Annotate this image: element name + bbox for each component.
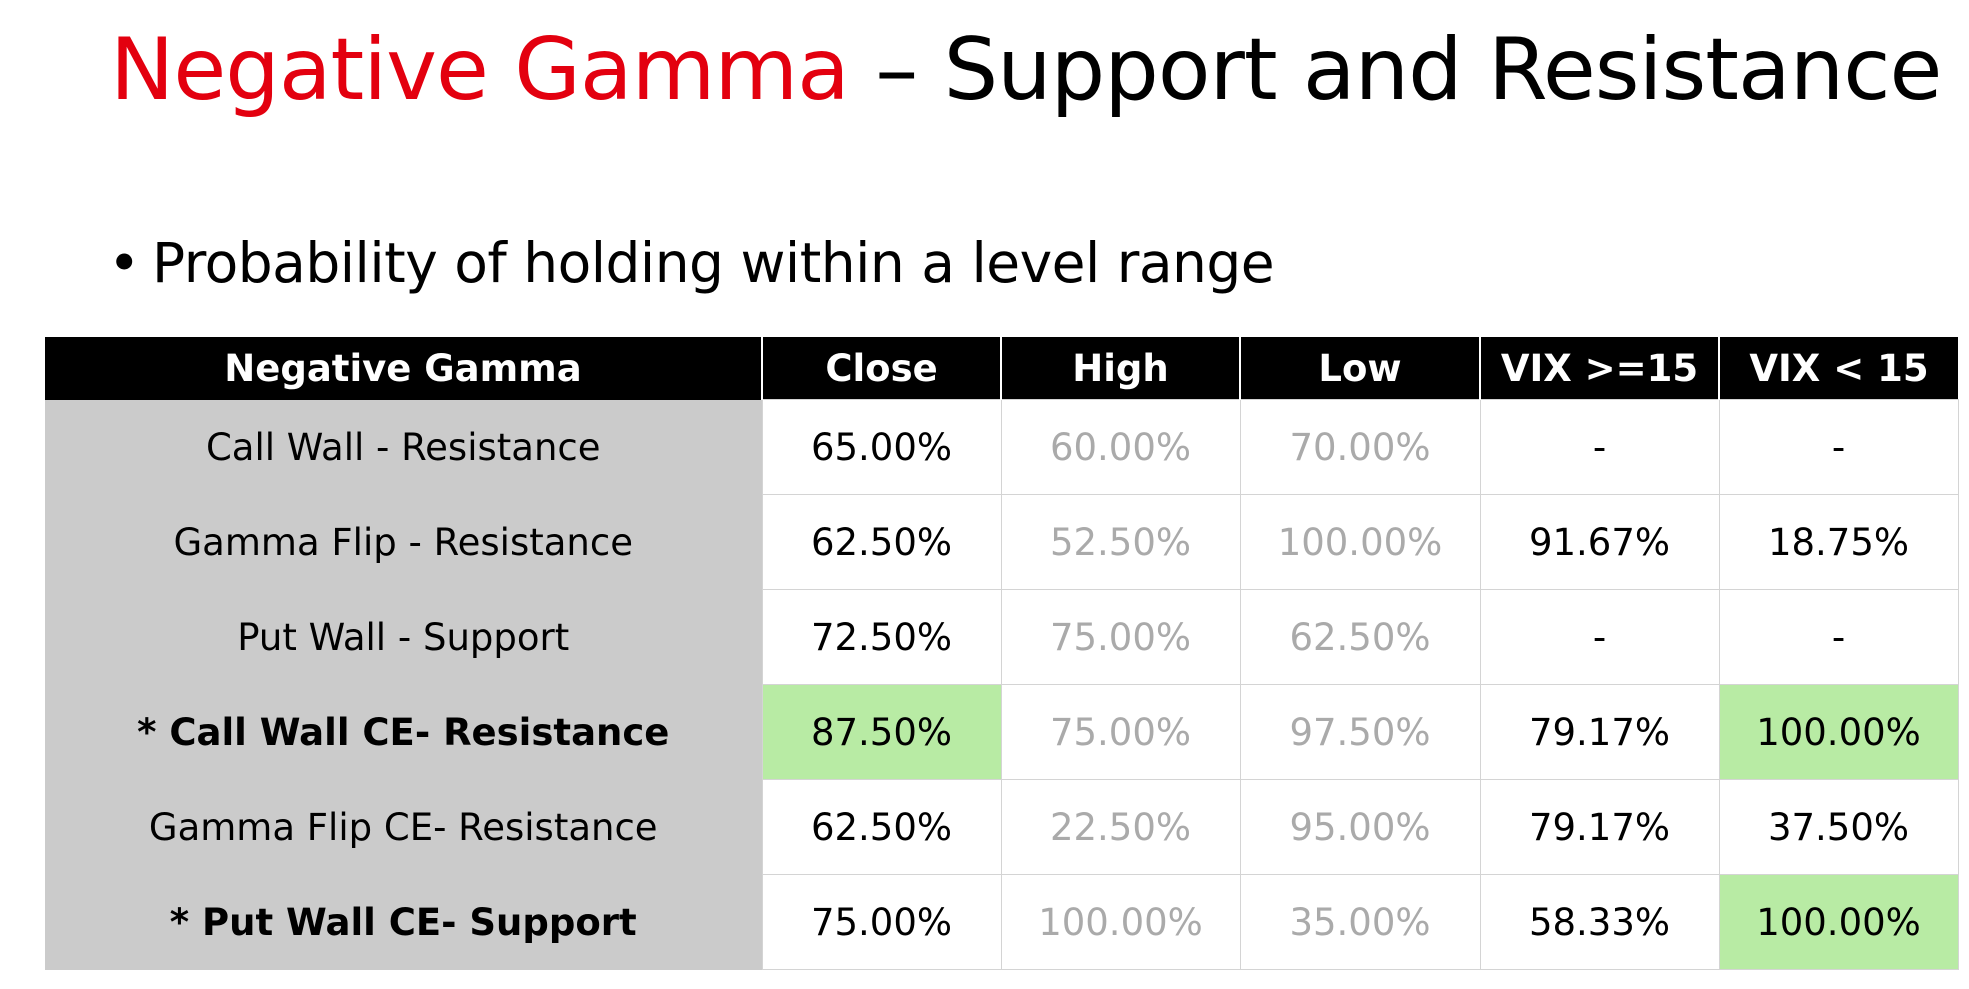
- slide-title: Negative Gamma – Support and Resistance: [110, 20, 1942, 120]
- row-label: Call Wall - Resistance: [45, 399, 762, 495]
- cell-low: 95.00%: [1239, 779, 1481, 875]
- row-label: Gamma Flip - Resistance: [45, 494, 762, 590]
- cell-low: 62.50%: [1239, 589, 1481, 685]
- bullet-icon: •: [108, 231, 140, 295]
- table-header-row: Negative Gamma Close High Low VIX >=15 V…: [45, 337, 1958, 400]
- header-negative-gamma: Negative Gamma: [45, 337, 762, 400]
- cell-vix-ge-15: 58.33%: [1479, 874, 1720, 970]
- cell-low: 35.00%: [1239, 874, 1481, 970]
- table-row: Gamma Flip CE- Resistance 62.50% 22.50% …: [45, 779, 1959, 875]
- bullet-point: • Probability of holding within a level r…: [108, 228, 1275, 298]
- cell-high: 75.00%: [1000, 684, 1241, 780]
- title-accent: Negative Gamma: [110, 20, 850, 120]
- row-label: * Call Wall CE- Resistance: [45, 684, 762, 780]
- table-row: * Put Wall CE- Support 75.00% 100.00% 35…: [45, 874, 1959, 970]
- cell-vix-ge-15: 79.17%: [1479, 684, 1720, 780]
- header-vix-lt-15: VIX < 15: [1718, 337, 1958, 400]
- cell-close: 75.00%: [761, 874, 1002, 970]
- header-vix-ge-15: VIX >=15: [1479, 337, 1719, 400]
- bullet-text: Probability of holding within a level ra…: [152, 231, 1275, 295]
- title-rest: – Support and Resistance: [848, 20, 1942, 120]
- cell-low: 100.00%: [1239, 494, 1481, 590]
- cell-close: 62.50%: [761, 494, 1002, 590]
- cell-close: 65.00%: [761, 399, 1002, 495]
- cell-high: 52.50%: [1000, 494, 1241, 590]
- cell-vix-ge-15: 79.17%: [1479, 779, 1720, 875]
- cell-high: 75.00%: [1000, 589, 1241, 685]
- cell-vix-ge-15: 91.67%: [1479, 494, 1720, 590]
- header-low: Low: [1239, 337, 1480, 400]
- probability-table: Negative Gamma Close High Low VIX >=15 V…: [45, 337, 1959, 970]
- row-label: Put Wall - Support: [45, 589, 762, 685]
- row-label: Gamma Flip CE- Resistance: [45, 779, 762, 875]
- cell-high: 60.00%: [1000, 399, 1241, 495]
- cell-vix-lt-15: -: [1718, 399, 1959, 495]
- header-high: High: [1000, 337, 1240, 400]
- header-close: Close: [761, 337, 1001, 400]
- table-row: Call Wall - Resistance 65.00% 60.00% 70.…: [45, 399, 1959, 495]
- cell-close: 62.50%: [761, 779, 1002, 875]
- cell-low: 70.00%: [1239, 399, 1481, 495]
- table-row: * Call Wall CE- Resistance 87.50% 75.00%…: [45, 684, 1959, 780]
- cell-close: 72.50%: [761, 589, 1002, 685]
- cell-high: 22.50%: [1000, 779, 1241, 875]
- cell-vix-ge-15: -: [1479, 399, 1720, 495]
- row-label: * Put Wall CE- Support: [45, 874, 762, 970]
- cell-vix-lt-15: 37.50%: [1718, 779, 1959, 875]
- cell-close: 87.50%: [761, 684, 1002, 780]
- cell-vix-ge-15: -: [1479, 589, 1720, 685]
- cell-high: 100.00%: [1000, 874, 1241, 970]
- cell-vix-lt-15: 100.00%: [1718, 874, 1959, 970]
- cell-low: 97.50%: [1239, 684, 1481, 780]
- cell-vix-lt-15: 18.75%: [1718, 494, 1959, 590]
- table-row: Put Wall - Support 72.50% 75.00% 62.50% …: [45, 589, 1959, 685]
- table-row: Gamma Flip - Resistance 62.50% 52.50% 10…: [45, 494, 1959, 590]
- cell-vix-lt-15: 100.00%: [1718, 684, 1959, 780]
- cell-vix-lt-15: -: [1718, 589, 1959, 685]
